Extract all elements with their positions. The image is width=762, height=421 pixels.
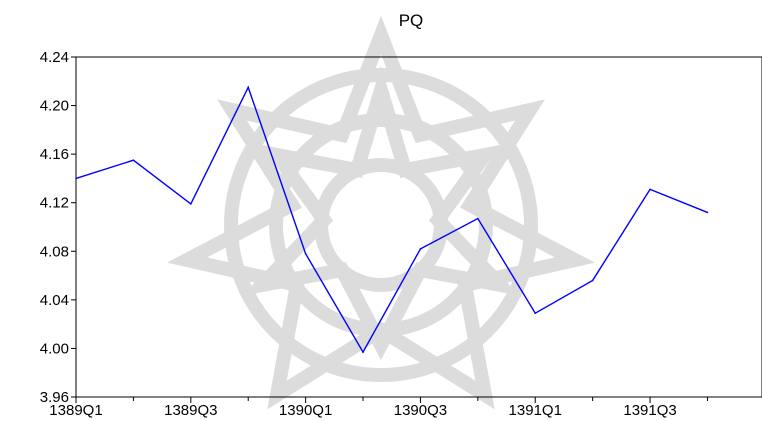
y-tick-label: 3.96: [40, 389, 69, 406]
y-tick-label: 4.04: [40, 292, 69, 309]
data-point: [132, 159, 135, 162]
y-tick-label: 4.16: [40, 146, 69, 163]
x-tick-label: 1389Q1: [49, 402, 102, 419]
plot-frame: [75, 56, 762, 398]
data-point: [75, 177, 77, 180]
y-axis-ticks: 3.96 4.00 4.04 4.08 4.12 4.16 4.20 4.24: [40, 49, 76, 406]
x-tick-label: 1391Q1: [509, 402, 562, 419]
watermark-logo: [166, 15, 596, 410]
data-point: [477, 217, 479, 220]
x-axis-ticks: 1389Q1 1389Q3 1390Q1 1390Q3 1391Q1 1391Q3: [49, 397, 708, 419]
chart-title: PQ: [399, 11, 424, 30]
x-tick-label: 1391Q3: [623, 402, 676, 419]
data-point: [304, 252, 307, 255]
y-tick-label: 4.12: [40, 195, 69, 212]
y-tick-label: 4.00: [40, 340, 69, 357]
data-point: [247, 86, 250, 89]
x-tick-label: 1390Q1: [279, 402, 332, 419]
series-layer: [75, 85, 709, 354]
y-tick-label: 4.20: [40, 98, 69, 115]
chart-axes: [75, 56, 762, 398]
y-tick-label: 4.08: [40, 243, 69, 260]
series-line: [75, 85, 708, 354]
data-point: [649, 188, 651, 191]
y-tick-label: 4.24: [40, 49, 69, 66]
x-tick-label: 1390Q3: [394, 402, 447, 419]
data-point: [362, 351, 364, 353]
data-point: [534, 312, 537, 315]
data-point: [706, 211, 709, 214]
data-point: [190, 203, 192, 205]
x-tick-label: 1389Q3: [164, 402, 217, 419]
data-point: [591, 279, 594, 282]
data-point: [419, 248, 422, 250]
